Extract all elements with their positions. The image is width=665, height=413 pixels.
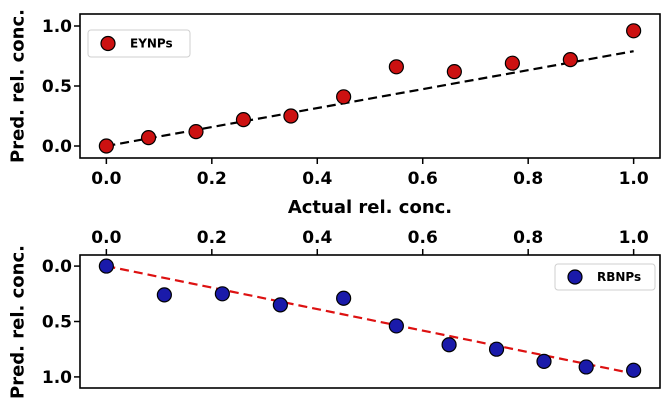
rbnps-data-point [441, 337, 457, 353]
rbnps-y-tick-label: 0.0 [42, 257, 72, 277]
eynps-fit-layer [106, 50, 634, 148]
eynps-x-tick-label: 0.4 [302, 169, 332, 189]
rbnps-x-tick-label: 0.8 [513, 228, 543, 248]
rbnps-x-tick-label: 1.0 [619, 228, 649, 248]
rbnps-y-tick-label: 1.0 [42, 368, 72, 388]
eynps-data-point [388, 59, 404, 75]
eynps-data-point [446, 63, 462, 80]
rbnps-data-point [626, 362, 642, 378]
eynps-legend-box [87, 29, 191, 58]
eynps-y-axis-label: Pred. rel. conc. [8, 9, 29, 163]
eynps-ticks: 0.0 0.2 0.4 0.6 0.8 1.0 0.0 0.5 1.0 [42, 17, 649, 189]
rbnps-data-point [336, 290, 352, 306]
eynps-data-point [235, 111, 252, 128]
rbnps-legend-label: RBNPs [597, 270, 641, 284]
eynps-data-point [283, 108, 299, 124]
eynps-y-tick-label: 0.5 [42, 77, 72, 97]
eynps-data-point [562, 51, 578, 68]
eynps-legend-marker [100, 35, 116, 52]
rbnps-data-point [214, 286, 230, 302]
eynps-legend-label: EYNPs [130, 37, 173, 51]
eynps-legend: EYNPs [87, 29, 191, 58]
eynps-x-tick-label: 0.6 [408, 169, 438, 189]
rbnps-data-point [388, 318, 404, 334]
rbnps-data-point [156, 287, 172, 303]
rbnps-panel: 0.0 0.2 0.4 0.6 0.8 1.0 0.0 0.5 1.0 Pred. rel. c… [8, 228, 661, 399]
eynps-data-point [188, 124, 204, 140]
rbnps-legend: RBNPs [554, 263, 656, 291]
rbnps-y-tick-label: 0.5 [42, 313, 72, 333]
eynps-x-axis-label: Actual rel. conc. [288, 197, 452, 218]
rbnps-ticks: 0.0 0.2 0.4 0.6 0.8 1.0 0.0 0.5 1.0 [42, 228, 649, 388]
rbnps-data-point [488, 341, 505, 357]
eynps-data-point [626, 23, 642, 39]
eynps-x-tick-label: 0.8 [513, 169, 543, 189]
eynps-panel: 0.0 0.2 0.4 0.6 0.8 1.0 0.0 0.5 1.0 Actual rel. … [8, 9, 661, 218]
eynps-x-tick-label: 0.2 [197, 169, 227, 189]
rbnps-points [98, 258, 642, 378]
rbnps-x-tick-label: 0.6 [408, 228, 438, 248]
rbnps-data-point [272, 297, 288, 313]
eynps-x-tick-label: 1.0 [619, 169, 649, 189]
rbnps-legend-box [554, 263, 656, 291]
eynps-points [98, 23, 642, 154]
rbnps-x-tick-label: 0.2 [197, 228, 227, 248]
rbnps-legend-marker [567, 269, 583, 285]
rbnps-data-point [578, 359, 594, 375]
eynps-data-point [504, 55, 520, 71]
eynps-data-point [98, 138, 114, 154]
rbnps-data-point [536, 353, 552, 369]
rbnps-data-point [98, 258, 114, 274]
rbnps-y-axis-label: Pred. rel. conc. [8, 245, 29, 399]
eynps-y-tick-label: 1.0 [42, 17, 72, 37]
eynps-x-tick-label: 0.0 [91, 169, 121, 189]
rbnps-x-tick-label: 0.0 [91, 228, 121, 248]
eynps-y-tick-label: 0.0 [42, 137, 72, 157]
eynps-data-point [336, 89, 352, 105]
eynps-data-point [140, 130, 157, 146]
rbnps-x-tick-label: 0.4 [302, 228, 332, 248]
eynps-fit-line [106, 50, 634, 148]
